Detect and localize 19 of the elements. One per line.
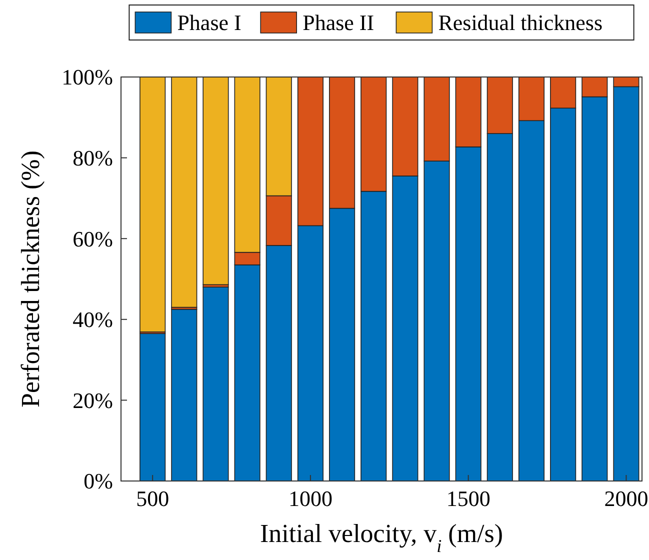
y-tick-label: 20% [72,388,113,413]
x-axis-title: Initial velocity, v$_{i}$ (m/s) [260,519,504,556]
x-tick-label: 1000 [288,486,332,511]
y-axis-title: Perforated thickness (%) [16,150,45,408]
x-tick-label: 2000 [604,486,648,511]
y-tick-label: 80% [72,146,113,170]
legend-label: Phase I [177,10,242,35]
x-tick-label: 500 [136,486,170,511]
bar [171,308,198,482]
legend-label: Residual thickness [438,10,603,35]
x-tick-label: 1500 [446,486,490,511]
y-tick-label: 60% [72,226,113,252]
bar [202,286,229,482]
bar [171,76,198,308]
y-tick-label: 0% [84,468,113,494]
bar [202,76,229,286]
y-tick-label: 40% [72,307,113,332]
y-tick-label: 100% [62,64,113,90]
legend-label: Phase II [302,10,374,35]
